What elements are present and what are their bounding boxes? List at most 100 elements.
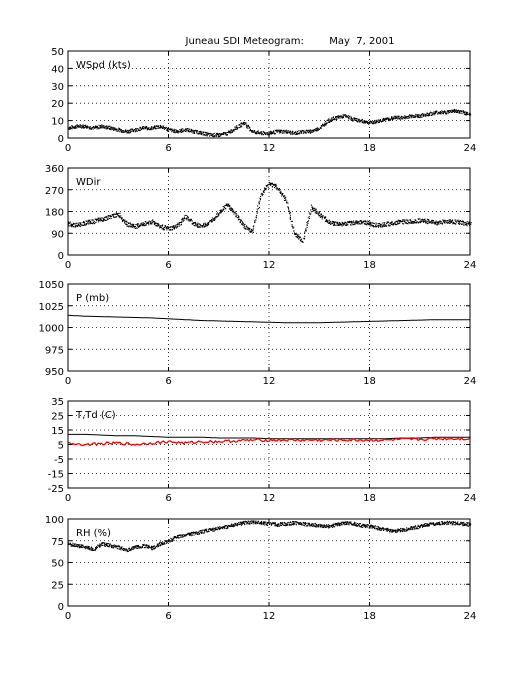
data-point (346, 223, 348, 225)
data-point (209, 528, 211, 530)
data-point (150, 221, 152, 223)
y-tick-label: 35 (51, 397, 64, 408)
data-point (461, 522, 463, 524)
data-point (124, 130, 126, 132)
data-point (86, 223, 88, 225)
data-point (68, 222, 70, 224)
data-point (271, 523, 273, 525)
data-point (409, 528, 411, 530)
data-point (201, 531, 203, 533)
data-point (322, 525, 324, 527)
data-point (289, 132, 291, 134)
data-point (293, 226, 295, 228)
data-point (314, 208, 316, 210)
data-point (199, 226, 201, 228)
data-point (456, 522, 458, 524)
data-point (386, 225, 388, 227)
data-point (185, 128, 187, 130)
data-point (451, 221, 453, 223)
data-point (452, 521, 454, 523)
data-point (350, 119, 352, 121)
data-point (329, 121, 331, 123)
data-point (162, 224, 164, 226)
data-point (143, 543, 145, 545)
data-point (75, 545, 77, 547)
data-point (361, 222, 363, 224)
data-point (245, 225, 247, 227)
data-point (292, 521, 294, 523)
data-point (280, 522, 282, 524)
data-point (350, 118, 352, 120)
data-point (325, 123, 327, 125)
data-point (455, 219, 457, 221)
data-point (304, 237, 306, 239)
data-point (268, 132, 270, 134)
data-point (465, 224, 467, 226)
data-point (241, 219, 243, 221)
data-point (391, 117, 393, 119)
data-point (397, 528, 399, 530)
data-point (343, 114, 345, 116)
data-point (463, 524, 465, 526)
data-point (441, 112, 443, 114)
data-point (177, 536, 179, 538)
data-point (76, 225, 78, 227)
data-point (230, 132, 232, 134)
data-point (370, 223, 372, 225)
data-point (133, 227, 135, 229)
data-point (384, 224, 386, 226)
data-point (239, 124, 241, 126)
data-point (392, 531, 394, 533)
data-point (102, 217, 104, 219)
data-point (190, 531, 192, 533)
data-point (464, 223, 466, 225)
data-point (367, 122, 369, 124)
data-point (264, 132, 266, 134)
data-point (272, 186, 274, 188)
data-point (177, 130, 179, 132)
data-point (436, 522, 438, 524)
data-point (406, 117, 408, 119)
data-point (188, 128, 190, 130)
data-point (263, 191, 265, 193)
data-point (203, 226, 205, 228)
data-point (382, 226, 384, 228)
data-point (466, 111, 468, 113)
data-point (243, 227, 245, 229)
data-point (451, 220, 453, 222)
data-point (363, 525, 365, 527)
data-point (270, 182, 272, 184)
data-point (340, 223, 342, 225)
data-point (131, 225, 133, 227)
data-point (314, 523, 316, 525)
data-point (422, 221, 424, 223)
data-point (224, 527, 226, 529)
data-point (257, 205, 259, 207)
data-point (436, 524, 438, 526)
data-point (425, 220, 427, 222)
data-point (180, 536, 182, 538)
data-point (77, 126, 79, 128)
data-point (460, 220, 462, 222)
data-point (324, 216, 326, 218)
data-point (142, 225, 144, 227)
data-point (329, 222, 331, 224)
data-point (304, 522, 306, 524)
data-point (355, 118, 357, 120)
data-point (383, 119, 385, 121)
data-point (382, 527, 384, 529)
data-point (402, 219, 404, 221)
data-point (447, 222, 449, 224)
data-point (392, 117, 394, 119)
data-point (288, 210, 290, 212)
data-point (352, 524, 354, 526)
data-point (437, 221, 439, 223)
data-point (284, 199, 286, 201)
data-point (216, 216, 218, 218)
panel-label: T,Td (C) (75, 410, 116, 421)
data-point (147, 547, 149, 549)
data-point (389, 531, 391, 533)
data-point (201, 529, 203, 531)
data-point (425, 113, 427, 115)
data-point (340, 523, 342, 525)
